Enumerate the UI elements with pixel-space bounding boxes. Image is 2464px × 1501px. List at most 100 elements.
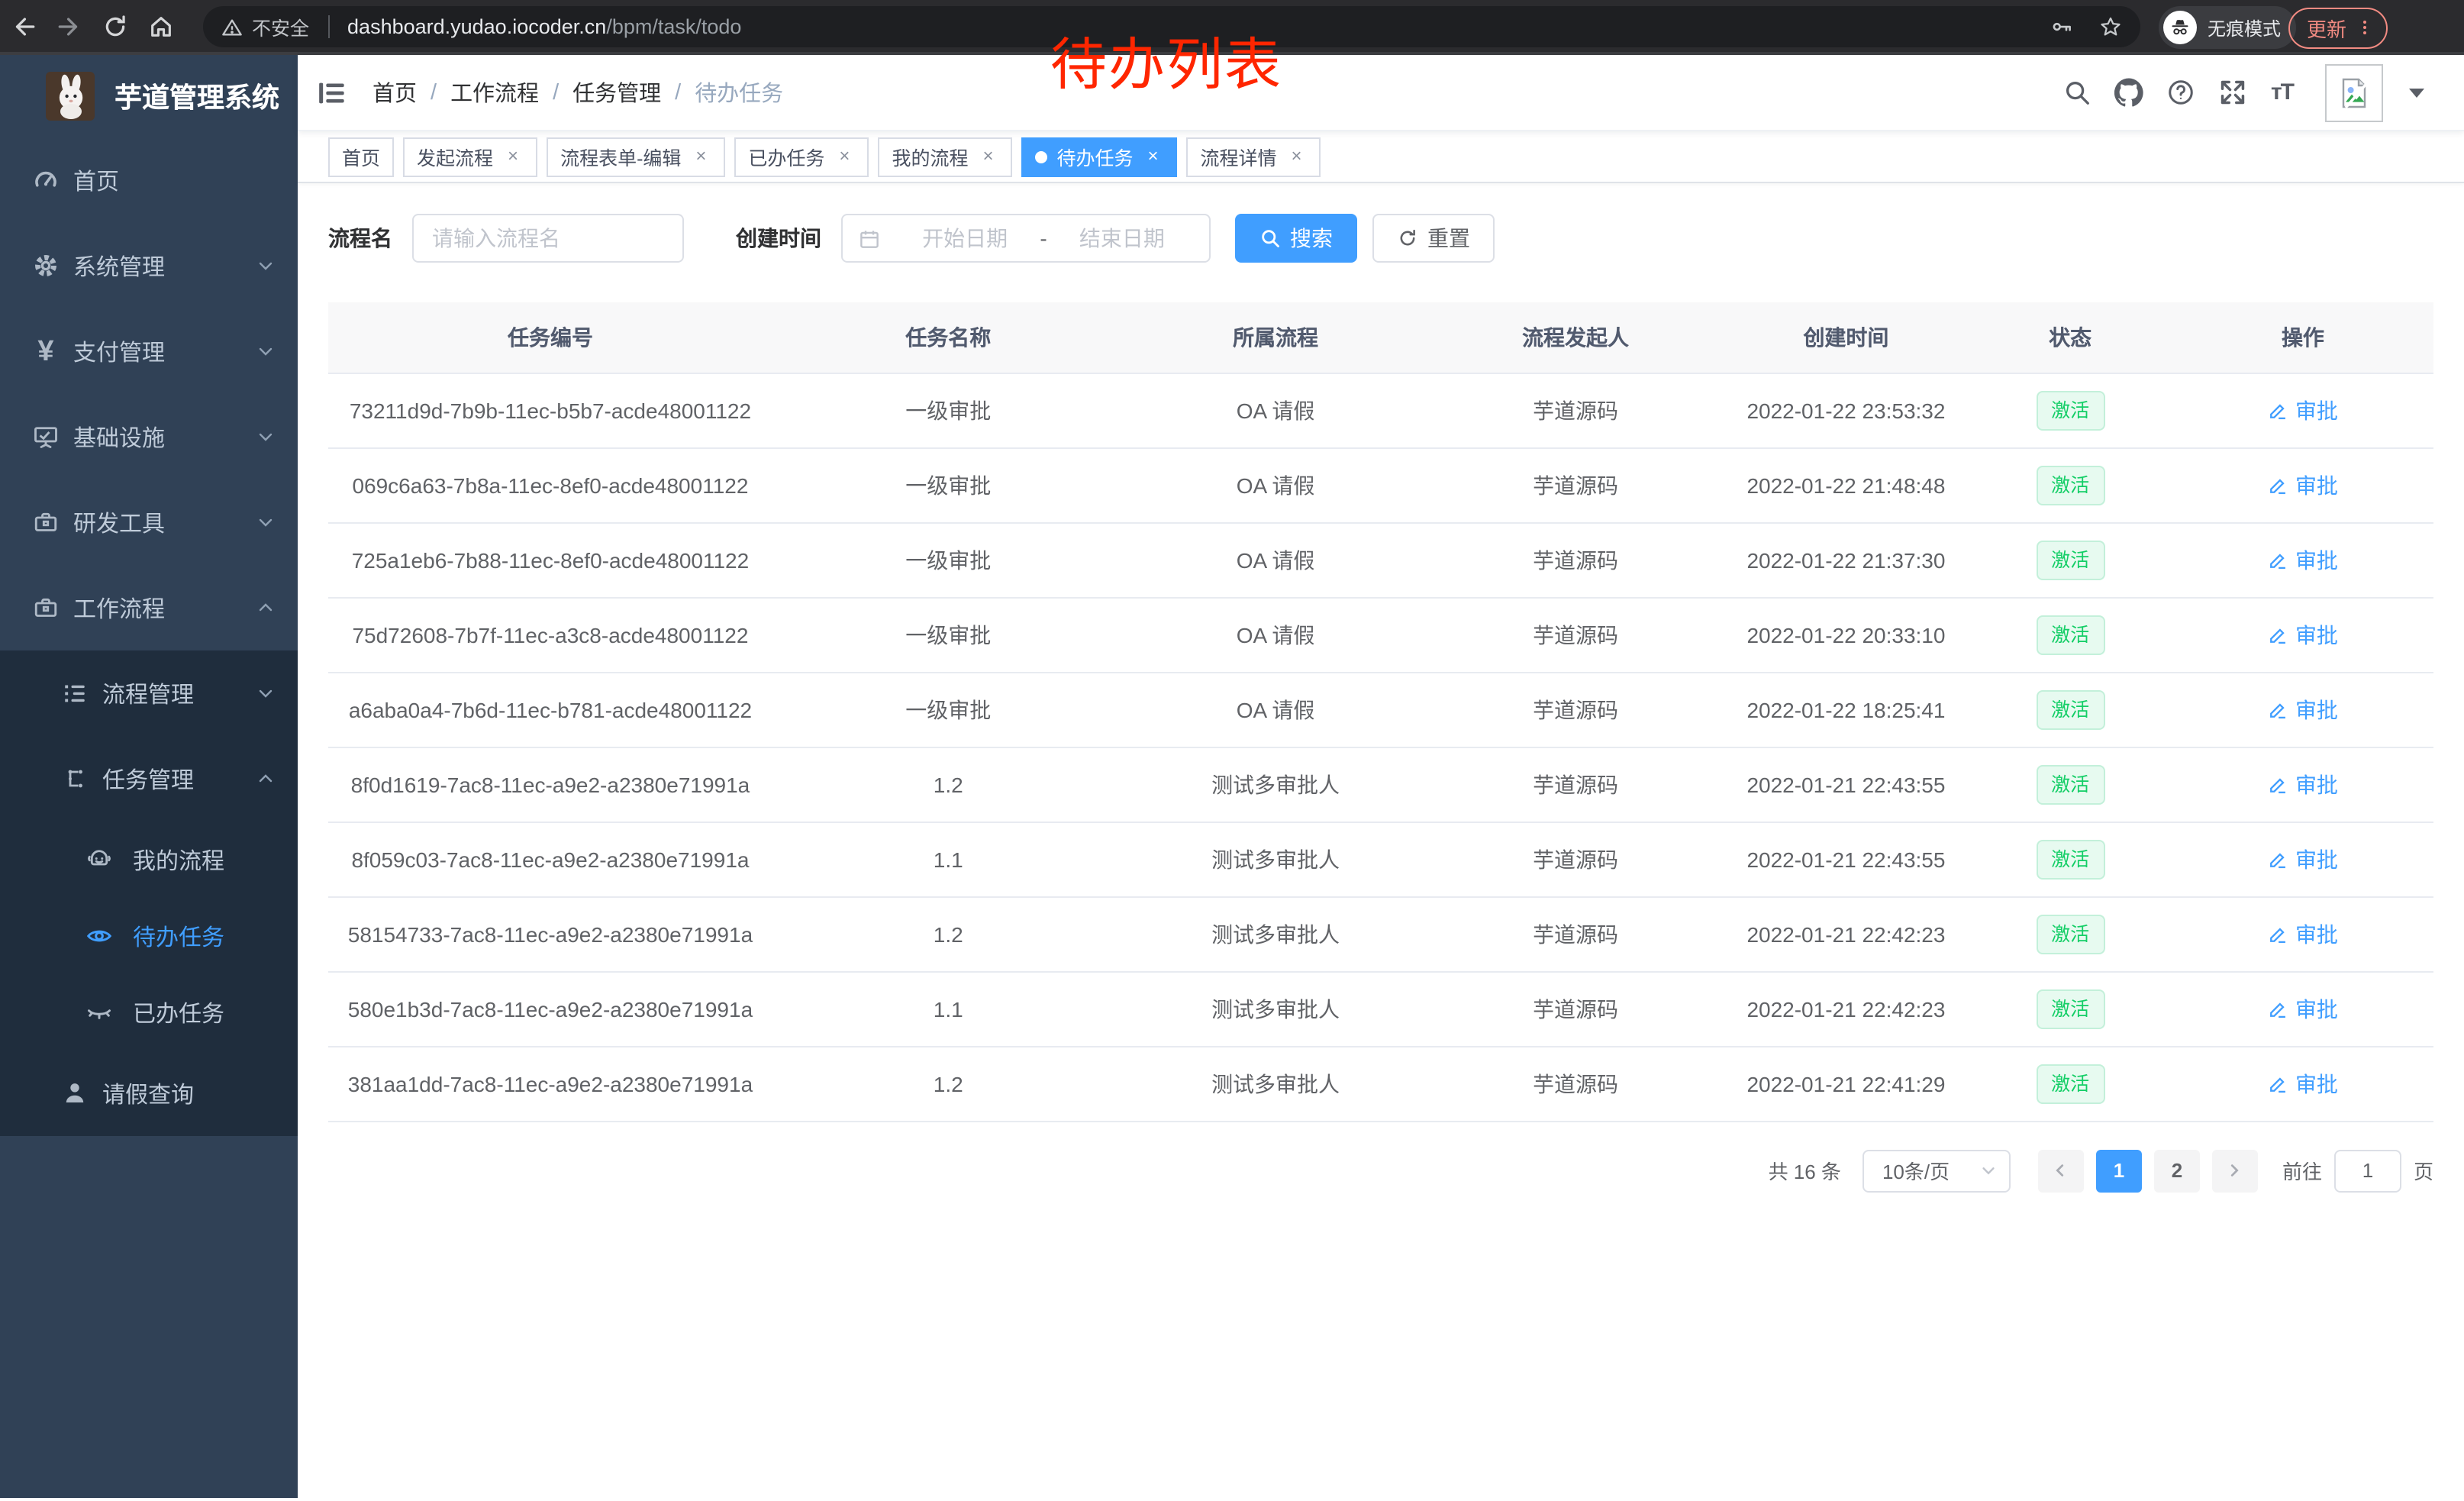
github-icon[interactable] (2114, 78, 2144, 107)
approve-link[interactable]: 审批 (2268, 769, 2338, 799)
date-range-input[interactable]: 开始日期 - 结束日期 (841, 214, 1211, 263)
password-key-icon[interactable] (2050, 15, 2073, 38)
status-badge: 激活 (2036, 390, 2105, 430)
url-path: /bpm/task/todo (606, 15, 742, 38)
app-logo[interactable]: 芋道管理系统 (0, 55, 298, 137)
sidebar-item-label: 基础设施 (73, 425, 166, 451)
sidebar-item-task-management[interactable]: 任务管理 (0, 736, 298, 822)
address-bar[interactable]: 不安全 dashboard.yudao.iocoder.cn/bpm/task/… (203, 6, 2140, 47)
browser-back-button[interactable] (0, 5, 46, 47)
user-avatar[interactable] (2325, 63, 2383, 121)
tab-form-edit[interactable]: 流程表单-编辑 × (547, 137, 726, 176)
tab-todo-tasks[interactable]: 待办任务 × (1021, 137, 1178, 176)
approve-link[interactable]: 审批 (2268, 918, 2338, 949)
sidebar-item-home[interactable]: 首页 (0, 137, 298, 223)
reset-button[interactable]: 重置 (1372, 214, 1495, 263)
process-name-input[interactable] (412, 214, 684, 263)
sidebar-item-leave-query[interactable]: 请假查询 (0, 1051, 298, 1136)
table-row: a6aba0a4-7b6d-11ec-b781-acde48001122 一级审批… (328, 672, 2433, 747)
tab-my-process[interactable]: 我的流程 × (878, 137, 1013, 176)
close-icon[interactable]: × (982, 144, 994, 166)
help-icon[interactable] (2167, 78, 2196, 107)
app-title: 芋道管理系统 (114, 82, 279, 113)
col-status: 状态 (1968, 302, 2172, 373)
sidebar-item-workflow[interactable]: 工作流程 (0, 565, 298, 650)
approve-link[interactable]: 审批 (2268, 619, 2338, 650)
approve-link[interactable]: 审批 (2268, 694, 2338, 725)
goto-page-input[interactable] (2333, 1149, 2401, 1192)
fullscreen-icon[interactable] (2219, 78, 2248, 107)
status-badge: 激活 (2036, 914, 2105, 954)
security-chip[interactable]: 不安全 (221, 12, 309, 41)
sidebar-item-process-management[interactable]: 流程管理 (0, 650, 298, 736)
breadcrumb-separator: / (431, 80, 437, 105)
tab-process-detail[interactable]: 流程详情 × (1186, 137, 1321, 176)
chevron-up-icon (259, 774, 273, 783)
user-icon (61, 1080, 89, 1107)
sidebar-item-label: 待办任务 (133, 925, 225, 951)
sidebar-item-dev-tools[interactable]: 研发工具 (0, 479, 298, 565)
browser-forward-button[interactable] (46, 5, 92, 47)
prev-page-button[interactable] (2037, 1149, 2084, 1192)
approve-link[interactable]: 审批 (2268, 544, 2338, 575)
browser-home-button[interactable] (137, 5, 183, 47)
kebab-menu-icon (2363, 21, 2367, 34)
sidebar-collapse-icon[interactable] (316, 77, 347, 108)
col-task-id: 任务编号 (328, 302, 772, 373)
tab-start-process[interactable]: 发起流程 × (403, 137, 538, 176)
page-size-select[interactable]: 10条/页 (1862, 1149, 2011, 1192)
close-icon[interactable]: × (695, 144, 707, 166)
sidebar-item-my-process[interactable]: 我的流程 (0, 822, 298, 898)
tab-home[interactable]: 首页 (328, 137, 395, 176)
dashboard-icon (32, 166, 60, 194)
close-icon[interactable]: × (1147, 144, 1159, 166)
sidebar-item-done-tasks[interactable]: 已办任务 (0, 974, 298, 1051)
browser-toolbar: 不安全 dashboard.yudao.iocoder.cn/bpm/task/… (0, 0, 2464, 55)
approve-link[interactable]: 审批 (2268, 470, 2338, 500)
breadcrumb-workflow[interactable]: 工作流程 (450, 82, 540, 107)
status-badge: 激活 (2036, 540, 2105, 579)
sidebar-item-label: 请假查询 (102, 1082, 195, 1108)
table-row: 75d72608-7b7f-11ec-a3c8-acde48001122 一级审批… (328, 597, 2433, 673)
avatar-caret-icon[interactable] (2409, 88, 2424, 97)
table-row: 73211d9d-7b9b-11ec-b5b7-acde48001122 一级审批… (328, 372, 2433, 448)
sidebar-item-payment[interactable]: ¥ 支付管理 (0, 308, 298, 394)
browser-update-menu-button[interactable]: 更新 (2288, 7, 2388, 48)
sidebar-item-infrastructure[interactable]: 基础设施 (0, 394, 298, 479)
chevron-up-icon (259, 603, 273, 612)
broken-image-icon (2342, 77, 2367, 108)
refresh-icon (1400, 229, 1415, 246)
sidebar-item-system[interactable]: 系统管理 (0, 223, 298, 308)
edit-icon (2271, 777, 2286, 793)
approve-link[interactable]: 审批 (2268, 993, 2338, 1024)
todo-task-table: 任务编号 任务名称 所属流程 流程发起人 创建时间 状态 操作 73211d9d… (328, 302, 2433, 1122)
font-size-icon[interactable]: тT (2270, 79, 2295, 105)
edit-icon (2271, 628, 2286, 644)
next-page-button[interactable] (2211, 1149, 2258, 1192)
page-button-2[interactable]: 2 (2153, 1149, 2200, 1192)
sidebar-item-todo-tasks[interactable]: 待办任务 (0, 898, 298, 974)
header-search-icon[interactable] (2063, 78, 2092, 107)
gear-icon (32, 252, 60, 279)
close-icon[interactable]: × (839, 144, 850, 166)
tab-done-tasks[interactable]: 已办任务 × (734, 137, 869, 176)
breadcrumb-task-management[interactable]: 任务管理 (572, 82, 662, 107)
approve-link[interactable]: 审批 (2268, 395, 2338, 425)
browser-reload-button[interactable] (92, 5, 137, 47)
url-host: dashboard.yudao.iocoder.cn (347, 15, 607, 38)
address-divider (327, 15, 330, 38)
logo-rabbit-avatar (46, 72, 95, 121)
page-button-1[interactable]: 1 (2095, 1149, 2142, 1192)
bookmark-star-icon[interactable] (2099, 15, 2122, 38)
approve-link[interactable]: 审批 (2268, 844, 2338, 874)
close-icon[interactable]: × (508, 144, 519, 166)
approve-link[interactable]: 审批 (2268, 1068, 2338, 1099)
breadcrumb-home[interactable]: 首页 (373, 82, 417, 107)
edit-icon (2271, 852, 2286, 868)
close-icon[interactable]: × (1291, 144, 1302, 166)
calendar-icon (860, 230, 879, 247)
warning-icon (222, 18, 242, 35)
search-button[interactable]: 搜索 (1235, 214, 1357, 263)
sidebar-item-label: 流程管理 (102, 682, 195, 708)
